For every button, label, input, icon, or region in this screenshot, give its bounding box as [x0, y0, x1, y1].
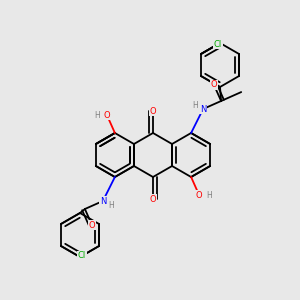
- Text: O: O: [150, 194, 156, 203]
- Text: O: O: [150, 106, 156, 116]
- Text: H: H: [192, 100, 198, 109]
- Text: Cl: Cl: [78, 251, 86, 260]
- Text: N: N: [200, 104, 206, 113]
- Text: H: H: [108, 200, 114, 209]
- Text: O: O: [211, 80, 217, 89]
- Text: H: H: [206, 190, 212, 200]
- Text: O: O: [103, 110, 110, 119]
- Text: O: O: [89, 220, 95, 230]
- Text: O: O: [196, 190, 202, 200]
- Text: H: H: [94, 110, 100, 119]
- Text: Cl: Cl: [214, 40, 222, 49]
- Text: N: N: [100, 196, 106, 206]
